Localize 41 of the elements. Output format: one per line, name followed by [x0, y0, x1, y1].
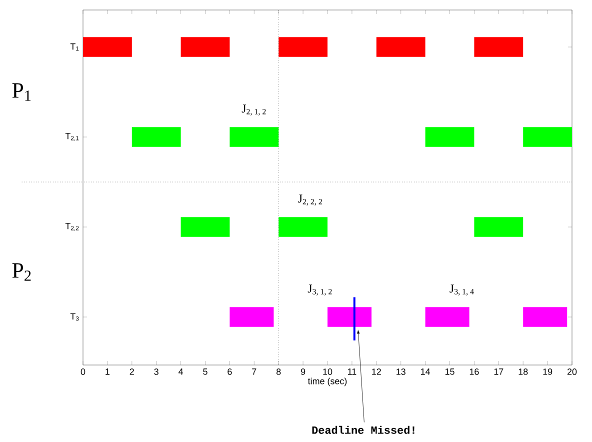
x-tick-label: 7 [252, 368, 256, 375]
y-tick-label: T$_{2,1}$ [65, 132, 79, 142]
x-tick-label: 14 [421, 368, 430, 375]
annotation: J$_{2, 1, 2}$ [242, 104, 266, 116]
x-tick-label: 4 [178, 368, 184, 375]
x-tick-label: 9 [300, 368, 306, 375]
y-tick-label: T$_{3}$ [70, 313, 79, 321]
x-tick-label: 13 [396, 368, 406, 375]
x-tick-label: 8 [276, 368, 281, 375]
x-tick-label: 3 [154, 368, 158, 375]
x-tick-label: 10 [323, 368, 332, 375]
x-tick-label: 6 [228, 368, 232, 375]
x-tick-label: 17 [494, 368, 504, 375]
x-axis-title: time (sec) [308, 378, 347, 386]
x-tick-label: 1 [106, 368, 110, 375]
annotation: J$_{3, 1, 4}$ [450, 284, 474, 296]
x-tick-label: 2 [130, 368, 134, 375]
bar [425, 127, 474, 147]
x-tick-label: 15 [445, 368, 454, 375]
text: P$_{2}$ [12, 263, 31, 281]
y-tick-label: T$_{2,2}$ [65, 222, 79, 232]
ref-line-label: Deadline Missed! [312, 426, 414, 434]
text: P$_{1}$ [12, 83, 31, 101]
bar [278, 217, 328, 237]
x-tick-label: 20 [567, 368, 577, 375]
bar [132, 127, 181, 147]
x-tick-label: 16 [470, 368, 479, 375]
bar [180, 217, 230, 237]
annotation: J$_{3, 1, 2}$ [308, 284, 332, 296]
x-tick-label: 12 [372, 368, 381, 375]
x-tick-label: 0 [80, 368, 86, 375]
x-tick-label: 5 [203, 368, 208, 375]
y-tick-label: T$_{1}$ [70, 43, 79, 51]
x-tick-label: 11 [348, 368, 356, 375]
bar [230, 127, 279, 147]
x-tick-label: 19 [543, 368, 552, 375]
bar [474, 37, 524, 57]
bar [474, 217, 524, 237]
x-tick-label: 18 [518, 368, 528, 375]
annotation: J$_{2, 2, 2}$ [298, 194, 322, 206]
bar [523, 307, 568, 327]
